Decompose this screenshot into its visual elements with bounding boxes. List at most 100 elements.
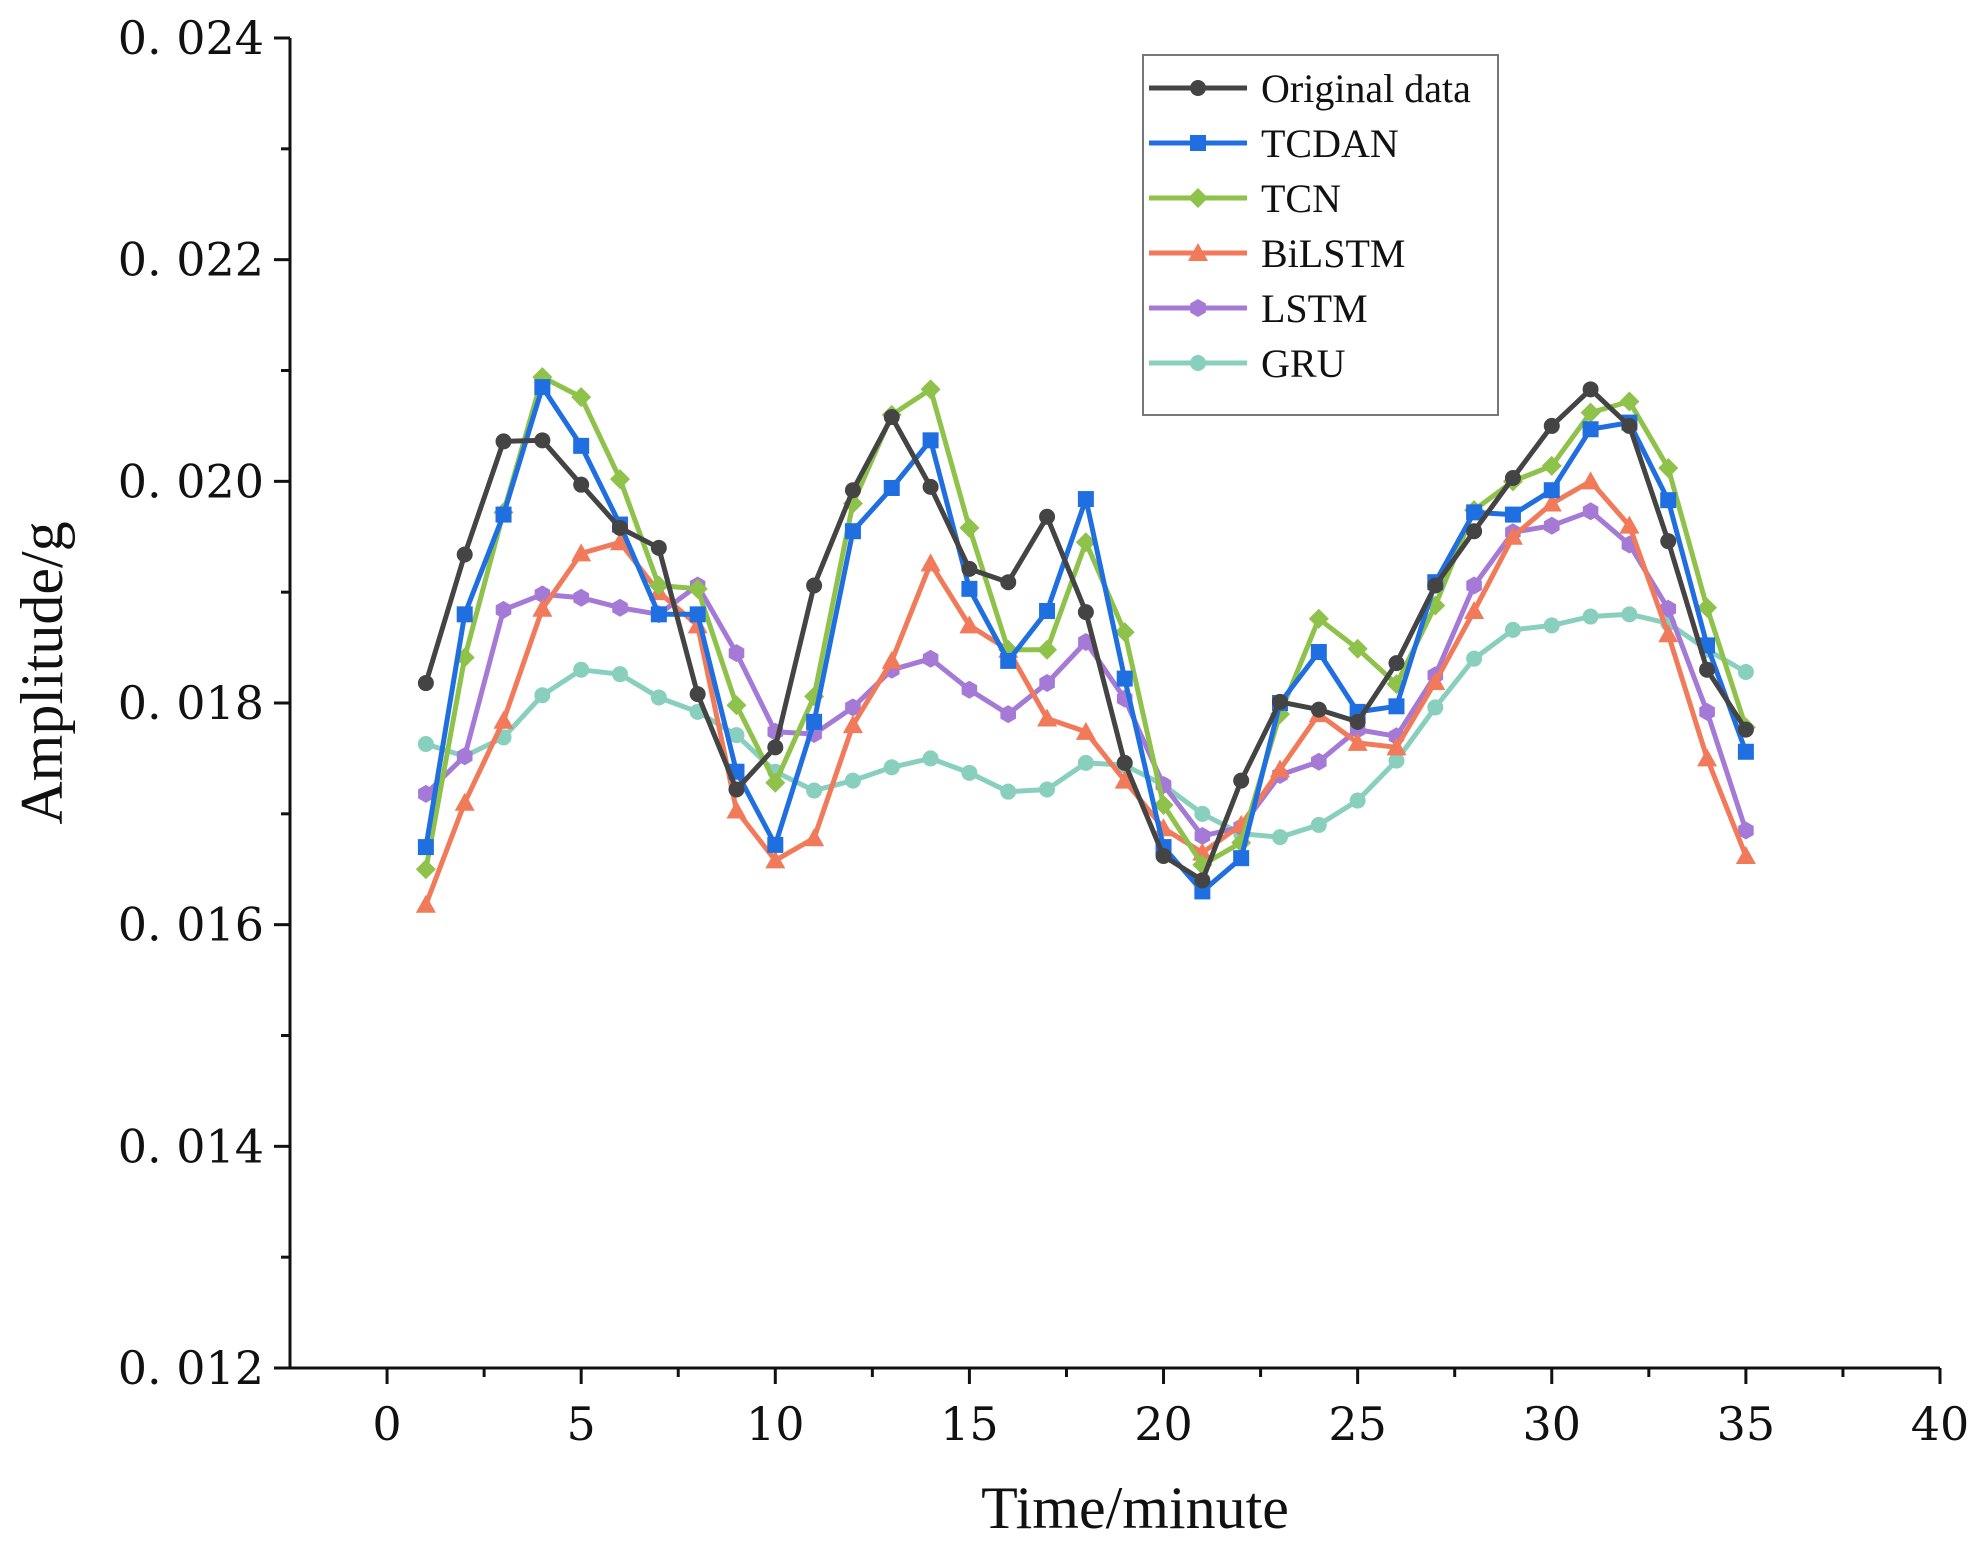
data-point-lstm (1078, 633, 1094, 651)
data-point-bilstm (959, 615, 980, 634)
data-point-original-data (1349, 713, 1366, 730)
data-point-gru (1737, 663, 1754, 680)
x-tick-label: 5 (567, 1397, 596, 1451)
legend-swatch-marker (1190, 135, 1206, 151)
data-point-tcdan (922, 432, 939, 449)
x-tick-label: 30 (1522, 1397, 1581, 1451)
x-tick-label: 10 (746, 1397, 805, 1451)
data-point-gru (650, 689, 667, 706)
data-point-tcn (1541, 455, 1562, 476)
data-point-tcdan (1504, 506, 1521, 523)
data-point-tcdan (883, 479, 900, 496)
data-point-original-data (1582, 381, 1599, 398)
data-point-original-data (1310, 701, 1327, 718)
data-point-gru (1349, 792, 1366, 809)
data-point-bilstm (1619, 515, 1640, 534)
data-point-bilstm (454, 792, 475, 811)
legend-swatch-marker (1188, 243, 1208, 261)
data-point-bilstm (1425, 671, 1446, 690)
data-point-tcdan (1466, 504, 1483, 521)
data-point-gru (534, 687, 551, 704)
data-point-original-data (806, 577, 823, 594)
data-point-lstm (1194, 827, 1211, 845)
data-point-bilstm (1658, 624, 1679, 643)
x-tick-label: 15 (940, 1397, 999, 1451)
data-point-tcdan (456, 606, 473, 623)
data-point-tcn (610, 469, 630, 490)
data-point-original-data (495, 433, 512, 450)
data-point-bilstm (804, 828, 825, 847)
data-point-tcdan (1116, 670, 1133, 687)
data-point-original-data (573, 476, 590, 493)
y-tick-label: 0. 012 (118, 1341, 264, 1395)
data-point-tcdan (961, 580, 978, 597)
y-tick-label: 0. 022 (118, 233, 264, 287)
data-point-original-data (689, 686, 706, 703)
data-point-tcn (415, 859, 436, 880)
x-tick-label: 35 (1717, 1397, 1776, 1451)
data-point-lstm (495, 600, 512, 619)
data-point-lstm (1000, 705, 1016, 724)
data-point-tcn (1619, 391, 1640, 412)
data-point-bilstm (881, 650, 902, 669)
data-point-bilstm (415, 894, 436, 913)
data-point-original-data (1543, 417, 1560, 434)
data-point-original-data (961, 560, 978, 577)
data-point-tcn (920, 379, 941, 400)
data-point-tcdan (1388, 698, 1405, 715)
data-point-gru (883, 759, 900, 776)
legend-swatch-marker (1188, 188, 1208, 208)
y-tick-label: 0. 018 (118, 676, 264, 730)
data-point-lstm (922, 649, 939, 668)
data-point-tcdan (1000, 652, 1017, 669)
data-point-tcn (571, 387, 592, 408)
data-point-gru (1621, 606, 1638, 623)
data-point-gru (612, 666, 628, 683)
data-point-lstm (456, 747, 473, 766)
series-gru (417, 606, 1754, 846)
legend-box (1142, 54, 1499, 416)
data-point-original-data (650, 539, 667, 556)
data-point-gru (573, 661, 590, 678)
data-point-gru (1504, 621, 1521, 638)
legend-swatch-marker (1190, 80, 1206, 96)
data-point-tcdan (495, 506, 512, 523)
data-point-original-data (456, 546, 473, 563)
data-point-original-data (767, 739, 784, 756)
data-point-bilstm (726, 800, 747, 819)
data-point-lstm (1466, 576, 1482, 595)
data-point-original-data (1194, 872, 1211, 889)
data-point-bilstm (1347, 732, 1368, 751)
data-point-tcn (1658, 458, 1679, 479)
data-point-bilstm (1697, 748, 1718, 767)
legend-item-tcdan: TCDAN (1149, 121, 1399, 166)
data-point-tcn (1697, 597, 1718, 618)
data-point-gru (844, 772, 861, 789)
data-point-tcn (1580, 402, 1601, 423)
data-point-bilstm (532, 598, 553, 617)
data-point-original-data (534, 432, 551, 449)
y-tick-label: 0. 016 (118, 898, 264, 952)
data-point-bilstm (571, 543, 592, 562)
legend-label: TCN (1261, 176, 1341, 221)
data-point-bilstm (1386, 737, 1407, 756)
x-tick-label: 25 (1328, 1397, 1387, 1451)
data-point-original-data (1155, 847, 1172, 864)
data-point-lstm (534, 585, 551, 604)
data-point-original-data (1699, 661, 1716, 678)
data-point-tcdan (1310, 644, 1327, 661)
y-tick-label: 0. 024 (118, 11, 264, 65)
x-tick-label: 0 (372, 1397, 401, 1451)
data-point-gru (961, 764, 978, 781)
data-point-tcn (726, 695, 747, 716)
data-point-lstm (1582, 502, 1599, 521)
legend-label: BiLSTM (1261, 231, 1405, 276)
data-point-original-data (1427, 577, 1444, 594)
data-point-bilstm (1502, 526, 1523, 545)
data-point-original-data (883, 409, 900, 426)
data-point-gru (417, 736, 434, 753)
data-point-tcdan (534, 379, 551, 396)
data-point-tcdan (1077, 491, 1094, 508)
data-point-bilstm (1075, 721, 1096, 740)
